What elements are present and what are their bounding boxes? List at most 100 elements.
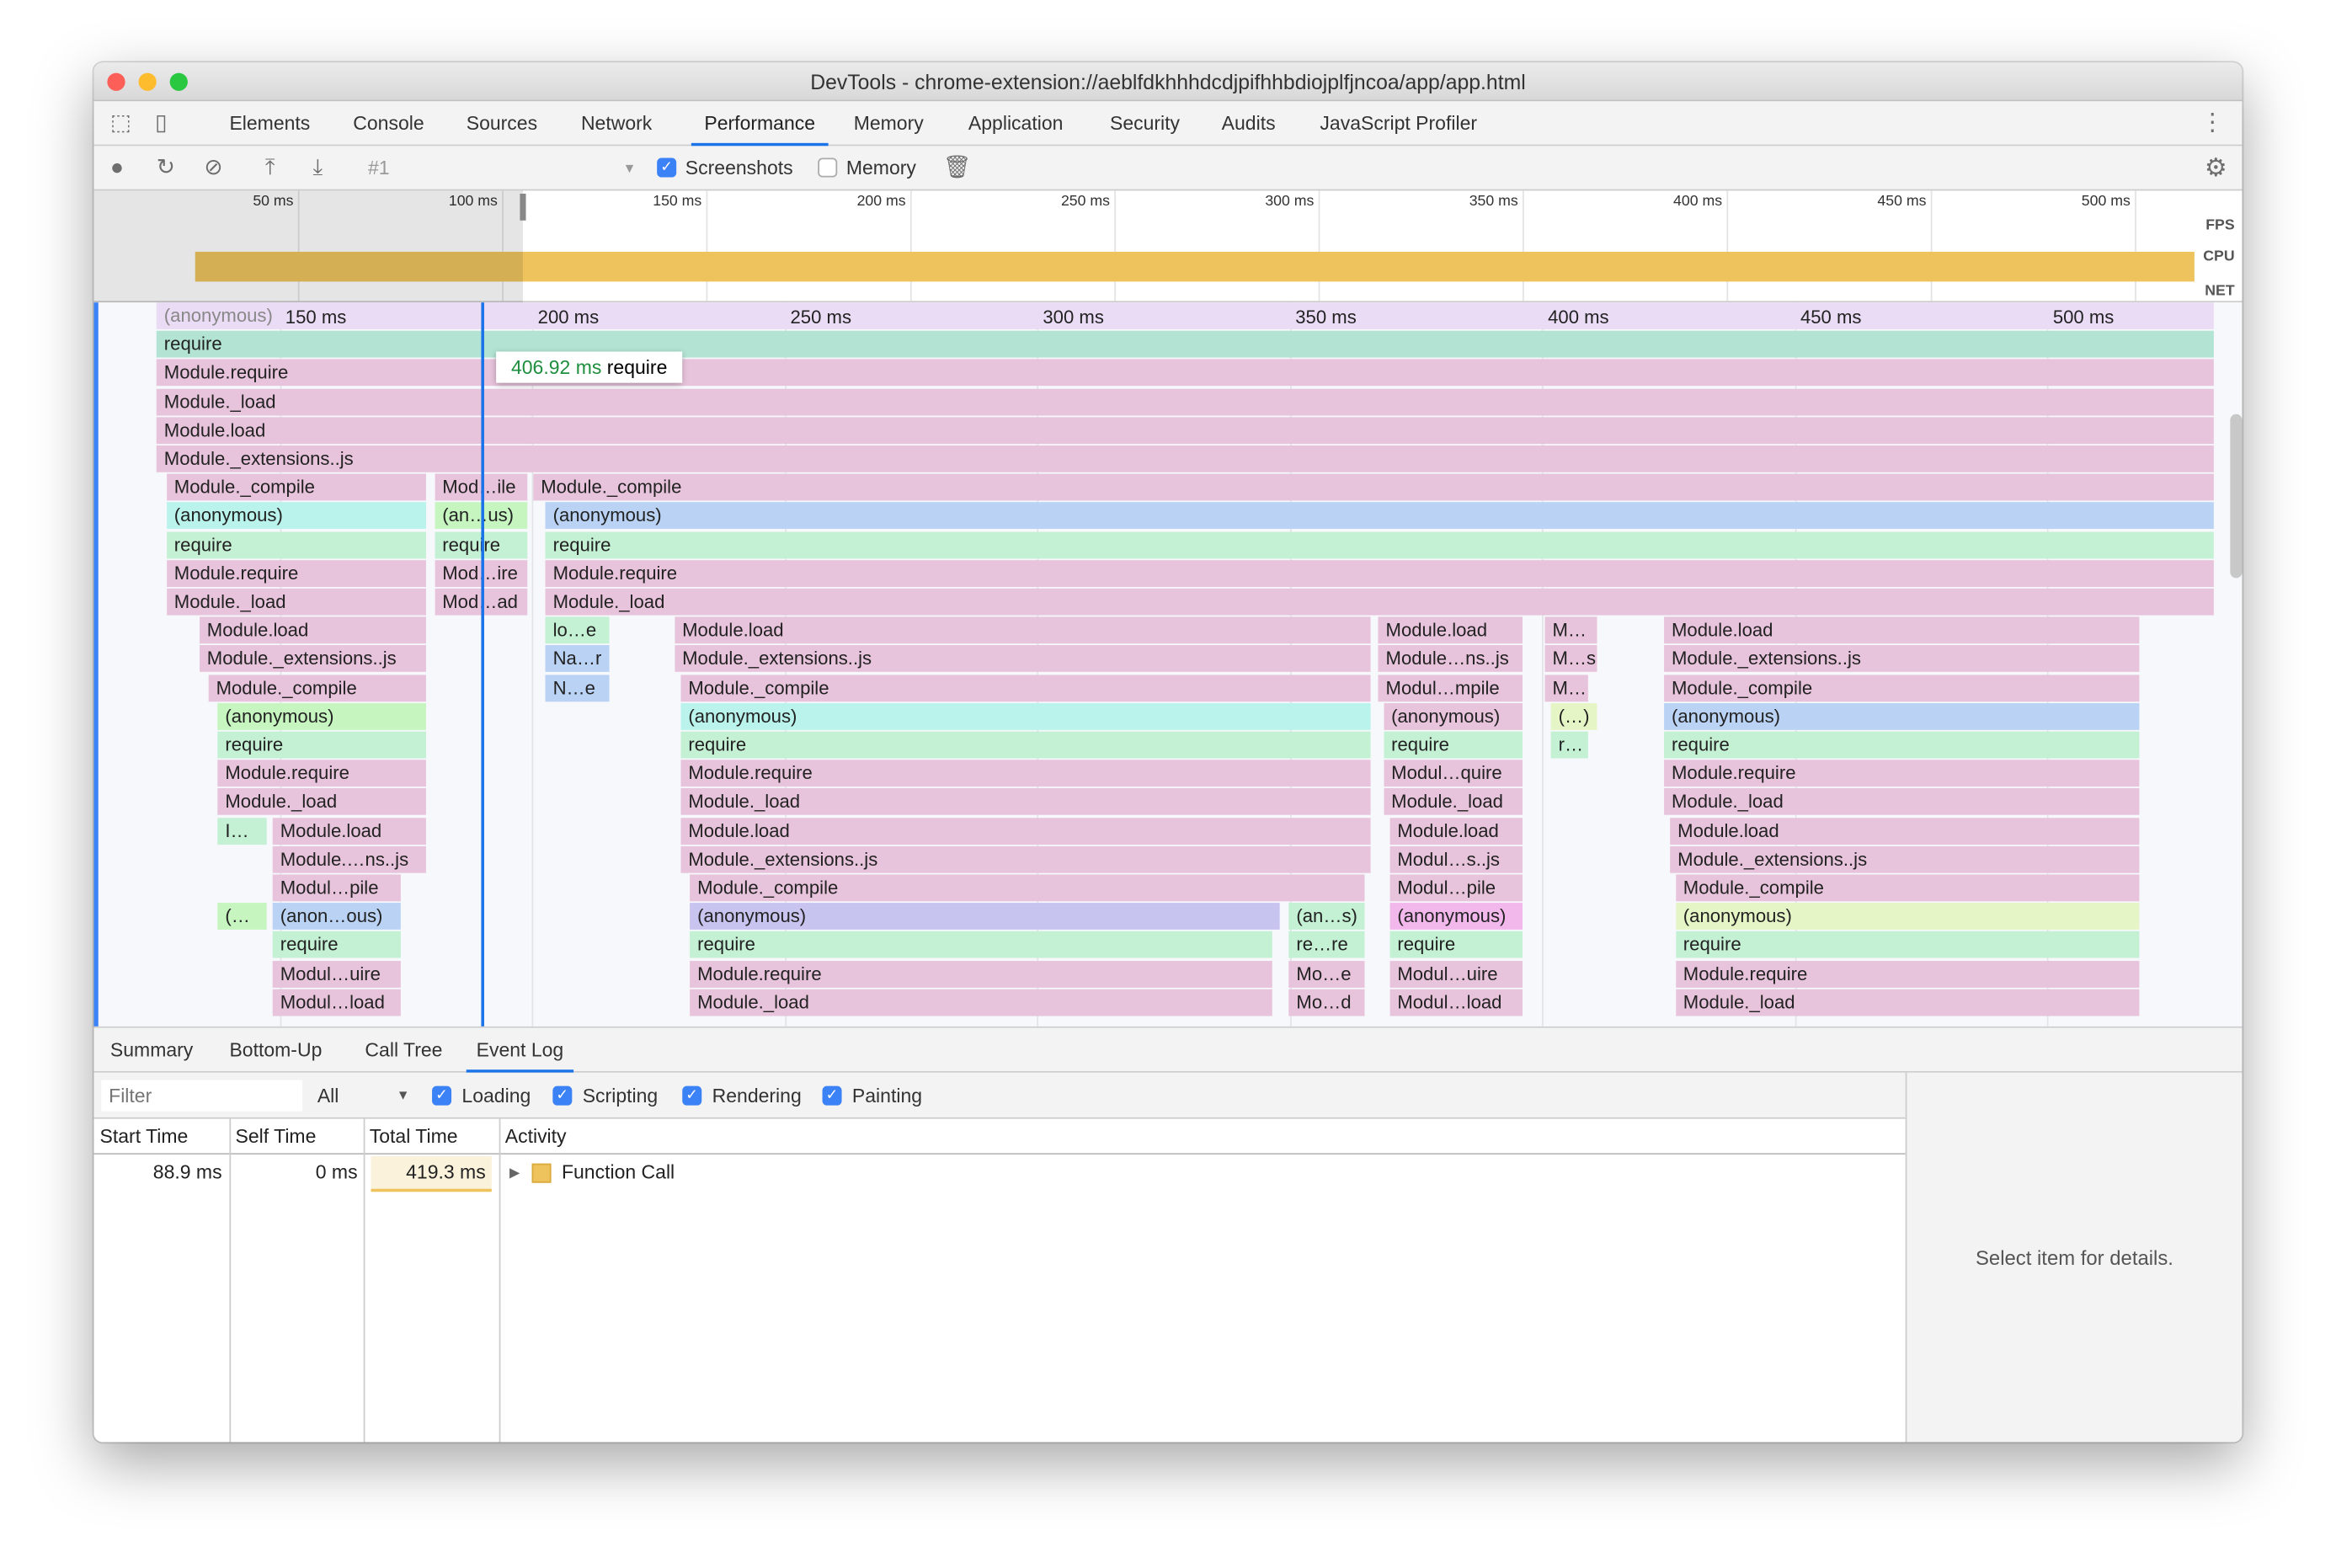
loading-checkbox[interactable]: ✓: [432, 1085, 452, 1106]
flame-bar[interactable]: Mod…ad: [435, 588, 528, 616]
flame-bar[interactable]: Module.require: [690, 960, 1272, 988]
flame-bar[interactable]: Mod…ire: [435, 559, 528, 587]
flame-bar[interactable]: Modul…s..js: [1389, 845, 1523, 873]
flame-bar[interactable]: Module.…ns..js: [272, 845, 427, 873]
flame-bar[interactable]: Module.load: [680, 817, 1371, 845]
flame-bar[interactable]: Module.load: [272, 817, 427, 845]
flame-bar[interactable]: Modul…uire: [272, 960, 401, 988]
flame-bar[interactable]: require: [435, 531, 528, 558]
flame-bar[interactable]: M…s: [1544, 645, 1597, 673]
flame-bar[interactable]: Module._extensions..js: [1670, 845, 2140, 873]
flame-bar[interactable]: require: [690, 931, 1272, 959]
flame-bar[interactable]: Module.load: [156, 416, 2214, 444]
overview-selection-handle[interactable]: [520, 193, 526, 221]
flame-bar[interactable]: Modul…mpile: [1378, 674, 1523, 701]
tab-audits[interactable]: Audits: [1221, 111, 1276, 135]
flame-chart[interactable]: (anonymous) require Module.require Module._…: [93, 302, 2243, 1027]
flame-bar[interactable]: Module._compile: [208, 674, 427, 701]
memory-checkbox[interactable]: [818, 157, 838, 178]
table-row[interactable]: 88.9 ms 0 ms 419.3 ms ▶ Function Call: [93, 1155, 1905, 1192]
painting-checkbox[interactable]: ✓: [822, 1085, 842, 1106]
settings-gear-icon[interactable]: ⚙: [2204, 153, 2227, 182]
flame-bar[interactable]: Module…ns..js: [1378, 645, 1523, 673]
record-icon[interactable]: ●: [109, 154, 124, 181]
flame-bar[interactable]: require: [1389, 931, 1523, 959]
flame-bar[interactable]: (anonymous): [156, 302, 2214, 329]
maximize-window-button[interactable]: [169, 72, 188, 91]
flame-bar[interactable]: I…: [217, 817, 267, 845]
flame-bar[interactable]: Module._compile: [166, 473, 427, 501]
flame-bar[interactable]: Module.require: [217, 760, 427, 787]
scripting-checkbox[interactable]: ✓: [552, 1085, 573, 1106]
flame-bar[interactable]: Module._load: [1675, 989, 2140, 1016]
flame-bar[interactable]: Module.require: [545, 559, 2214, 587]
device-toolbar-icon[interactable]: ▯: [154, 109, 168, 136]
flame-bar[interactable]: (anonymous): [1664, 702, 2140, 730]
flame-bar[interactable]: Module._extensions..js: [199, 645, 427, 673]
flame-bar[interactable]: require: [1384, 731, 1523, 759]
flame-bar[interactable]: Module._load: [680, 788, 1371, 816]
tab-bottom-up[interactable]: Bottom-Up: [229, 1038, 323, 1061]
flame-bar[interactable]: Module.load: [1389, 817, 1523, 845]
flame-bar[interactable]: Modul…load: [1389, 989, 1523, 1016]
flame-bar[interactable]: (anonymous): [690, 903, 1280, 931]
column-start-time[interactable]: Start Time: [93, 1119, 230, 1155]
flame-bar[interactable]: Modul…quire: [1384, 760, 1523, 787]
screenshots-checkbox[interactable]: ✓: [657, 157, 677, 178]
flame-bar[interactable]: Mo…d: [1288, 989, 1365, 1016]
selection-left-edge[interactable]: [93, 302, 99, 1027]
flame-bar[interactable]: Module._extensions..js: [675, 645, 1371, 673]
flame-bar[interactable]: Module.load: [199, 616, 427, 644]
flame-bar[interactable]: Module._compile: [680, 674, 1371, 701]
flame-bar[interactable]: Module._load: [156, 388, 2214, 415]
tab-performance[interactable]: Performance: [691, 101, 829, 147]
flame-bar[interactable]: Module.load: [675, 616, 1371, 644]
flame-bar[interactable]: Module.load: [1664, 616, 2140, 644]
flame-bar[interactable]: Module._load: [1664, 788, 2140, 816]
flame-bar[interactable]: Module.require: [1675, 960, 2140, 988]
flame-bar[interactable]: Module._extensions..js: [1664, 645, 2140, 673]
flame-bar[interactable]: Module._load: [166, 588, 427, 616]
column-self-time[interactable]: Self Time: [229, 1119, 364, 1155]
garbage-collect-icon[interactable]: 🗑: [942, 154, 972, 181]
flame-bar[interactable]: (…: [217, 903, 267, 931]
flame-bar[interactable]: Module.require: [1664, 760, 2140, 787]
flame-bar[interactable]: (an…us): [435, 502, 528, 530]
flame-bar[interactable]: r…: [1550, 731, 1588, 759]
tab-security[interactable]: Security: [1109, 111, 1181, 135]
flame-bar[interactable]: M…: [1544, 674, 1588, 701]
flame-bar[interactable]: require: [156, 331, 2214, 358]
tab-elements[interactable]: Elements: [229, 111, 311, 135]
flame-bar[interactable]: Modul…pile: [1389, 874, 1523, 902]
tab-summary[interactable]: Summary: [109, 1038, 194, 1061]
flame-bar[interactable]: (anonymous): [1389, 903, 1523, 931]
flame-bar[interactable]: Module._load: [690, 989, 1272, 1016]
flame-bar[interactable]: Module.load: [1378, 616, 1523, 644]
flame-bar[interactable]: Module._compile: [533, 473, 2214, 501]
flame-bar[interactable]: Mod…ile: [435, 473, 528, 501]
flame-bar[interactable]: Module.require: [680, 760, 1371, 787]
tab-event-log[interactable]: Event Log: [466, 1028, 574, 1073]
tab-memory[interactable]: Memory: [853, 111, 924, 135]
timeline-overview[interactable]: 50 ms 100 ms 150 ms 200 ms 250 ms 300 ms 350 m…: [93, 190, 2243, 303]
flame-bar[interactable]: (…): [1550, 702, 1597, 730]
flame-bar[interactable]: require: [1675, 931, 2140, 959]
flame-bar[interactable]: N…e: [545, 674, 610, 701]
flame-bar[interactable]: Module.require: [156, 360, 2214, 387]
upload-profile-icon[interactable]: ⤒: [264, 154, 275, 181]
flame-bar[interactable]: (anonymous): [1384, 702, 1523, 730]
tab-call-tree[interactable]: Call Tree: [365, 1038, 443, 1061]
category-select[interactable]: All ▼: [317, 1073, 410, 1119]
more-menu-icon[interactable]: ⋮: [2200, 109, 2225, 136]
flame-bar[interactable]: (an…s): [1288, 903, 1365, 931]
flame-bar[interactable]: Module._compile: [690, 874, 1365, 902]
flame-bar[interactable]: require: [680, 731, 1371, 759]
flame-bar[interactable]: Module.require: [166, 559, 427, 587]
tab-sources[interactable]: Sources: [466, 111, 538, 135]
minimize-window-button[interactable]: [138, 72, 157, 91]
flame-bar[interactable]: require: [1664, 731, 2140, 759]
download-profile-icon[interactable]: ⤓: [312, 154, 323, 181]
flame-bar[interactable]: M…: [1544, 616, 1597, 644]
flame-bar[interactable]: (anonymous): [1675, 903, 2140, 931]
flame-bar[interactable]: require: [166, 531, 427, 558]
